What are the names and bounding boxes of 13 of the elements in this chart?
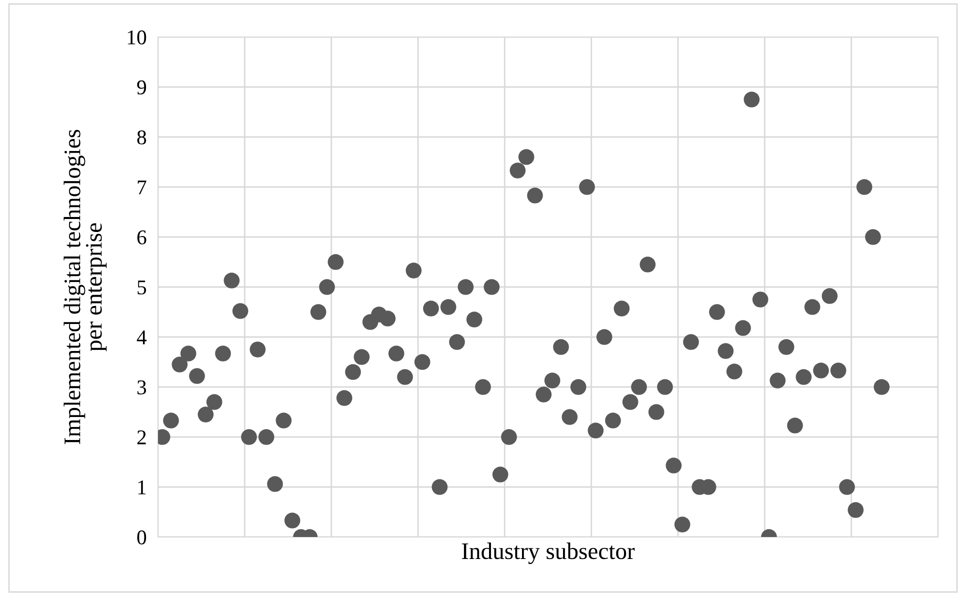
y-tick-label: 7 <box>138 180 146 194</box>
y-tick-label: 0 <box>137 530 146 544</box>
y-tick-label: 5 <box>138 280 146 294</box>
y-tick-label: 6 <box>137 230 146 244</box>
y-tick-label: 8 <box>137 130 146 144</box>
y-tick-label: 1 <box>138 480 146 494</box>
y-tick-label: 3 <box>137 380 146 394</box>
y-axis-title: Implemented digital technologies per enterprise <box>64 130 107 444</box>
x-axis-title: Industry subsector <box>462 542 635 564</box>
y-tick-label: 4 <box>136 330 147 344</box>
y-tick-label: 9 <box>137 80 146 94</box>
y-tick-label: 2 <box>137 430 146 444</box>
y-tick-label: 10 <box>128 30 146 44</box>
